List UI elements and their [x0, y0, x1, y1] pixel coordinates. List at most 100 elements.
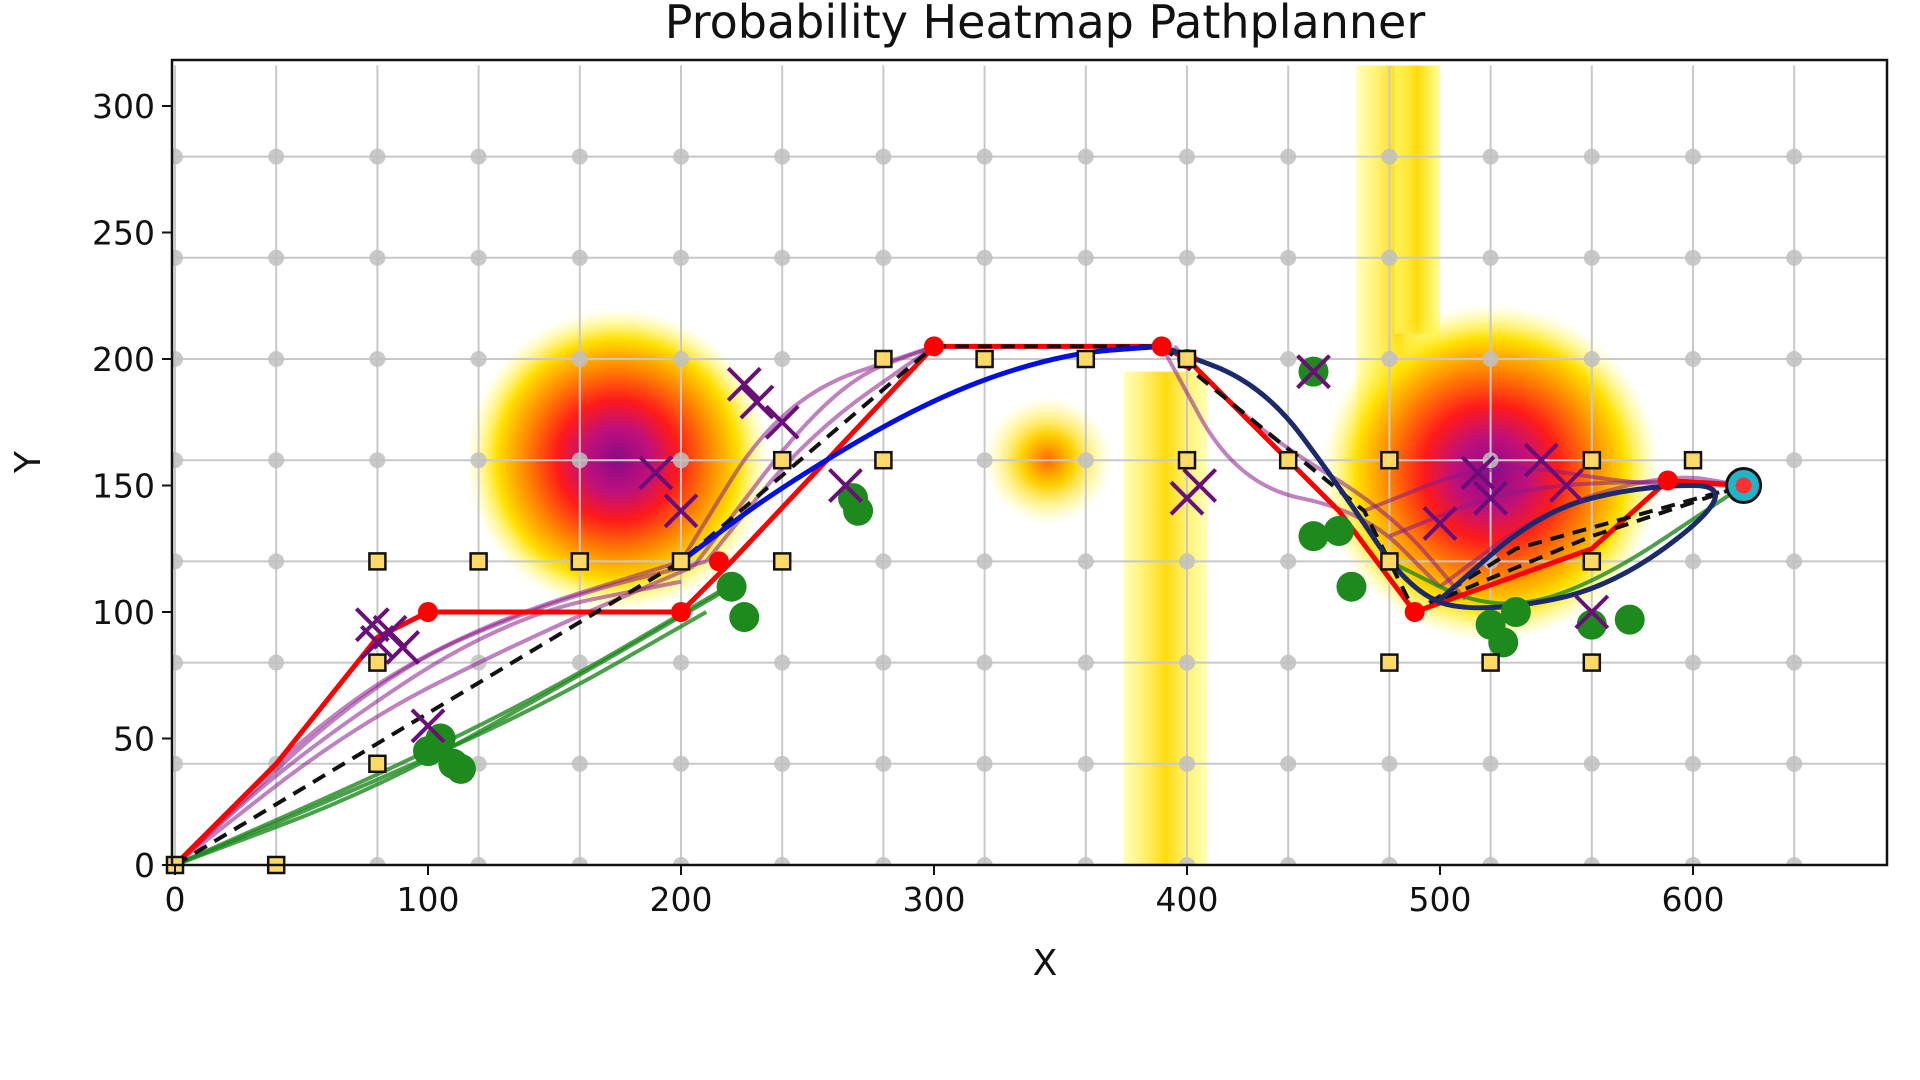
x-tick-labels: 0 100 200 300 400 500 600 [165, 865, 1725, 919]
grid-node [1280, 148, 1297, 165]
grid-node [268, 452, 285, 469]
waypoint-marker [874, 349, 893, 369]
y-tick-label: 150 [92, 467, 155, 506]
waypoint-marker [1177, 450, 1197, 470]
purple-cross-marker [1182, 468, 1218, 503]
series-path-blue [679, 343, 1162, 564]
grid-node [369, 249, 386, 266]
red-node-marker [418, 602, 438, 622]
sample-path-purple [1159, 345, 1442, 589]
grid-node [1077, 654, 1094, 671]
grid-node [1179, 755, 1195, 772]
y-tick-label: 250 [92, 214, 155, 253]
x-tick-label: 200 [650, 880, 713, 919]
grid-node [1077, 553, 1094, 570]
purple-cross-marker [638, 455, 674, 491]
grid-node [1786, 452, 1803, 469]
grid-node [1887, 149, 1903, 165]
grid-node [673, 755, 689, 772]
green-blob-marker [1500, 597, 1531, 627]
waypoint-marker [772, 450, 792, 470]
grid-node [1583, 857, 1600, 865]
grid-node [774, 148, 791, 165]
grid-node [1280, 553, 1297, 570]
red-node-marker [671, 602, 691, 622]
grid-node [673, 452, 689, 469]
grid-node [1887, 756, 1903, 772]
grid-node [976, 654, 993, 671]
grid-node [172, 148, 183, 165]
grid-node [1685, 148, 1701, 165]
grid-node [875, 654, 892, 671]
green-blob-marker [729, 602, 760, 633]
grid-node [976, 452, 993, 469]
grid-node [369, 148, 386, 165]
waypoint-marker [671, 552, 691, 571]
x-tick-label: 600 [1662, 880, 1725, 919]
grid-node [1583, 351, 1600, 367]
grid-node [571, 755, 588, 772]
waypoint-marker [1683, 450, 1703, 470]
grid-node [1887, 857, 1903, 873]
grid-node [268, 249, 285, 266]
grid-node [470, 452, 487, 469]
grid-node [976, 553, 993, 570]
grid-node [172, 351, 183, 367]
waypoint-marker [1380, 552, 1399, 571]
grid-node [1887, 351, 1903, 367]
grid-node [1786, 148, 1803, 165]
purple-cross-marker [828, 468, 863, 503]
heat-band-2 [1394, 65, 1440, 334]
grid-node [1381, 857, 1398, 865]
grid-node [1887, 250, 1903, 266]
purple-cross-marker [354, 607, 390, 643]
waypoint-marker [1380, 450, 1399, 470]
purple-cross-marker [1460, 455, 1496, 491]
grid-node [571, 654, 588, 671]
grid-node [1887, 452, 1903, 468]
grid-node [976, 857, 993, 865]
purple-cross-marker [1549, 468, 1584, 503]
green-blob-marker [1323, 516, 1354, 547]
sample-path-purple [704, 344, 936, 563]
grid-node [1280, 857, 1297, 865]
red-node-marker [924, 336, 944, 357]
grid-node [1887, 655, 1903, 671]
grid-node [1381, 351, 1398, 367]
grid-node [673, 249, 689, 266]
red-node-marker [1657, 470, 1678, 491]
sample-path-purple [692, 344, 935, 568]
waypoint-marker [1076, 349, 1096, 369]
grid-node [673, 857, 689, 865]
grid-node [571, 148, 588, 165]
grid-node [875, 553, 892, 570]
red-node-marker [1404, 602, 1425, 622]
grid-node [976, 148, 993, 165]
waypoint-marker [368, 754, 387, 774]
grid-node [1179, 148, 1195, 165]
purple-cross-marker [1422, 506, 1458, 541]
y-tick-label: 50 [113, 720, 155, 759]
grid-node [673, 351, 689, 367]
waypoint-marker [368, 552, 387, 571]
grid-node [774, 351, 791, 367]
grid-node [1482, 148, 1499, 165]
waypoint-marker [1582, 653, 1602, 672]
purple-cross-marker [1296, 354, 1331, 390]
grid-node [1786, 351, 1803, 367]
waypoint-marker [1380, 653, 1399, 672]
sample-path-purple [173, 564, 695, 865]
y-tick-label: 200 [92, 340, 155, 379]
grid-node [1482, 351, 1499, 367]
grid-node [774, 857, 791, 865]
grid-node [774, 755, 791, 772]
grid-node [1786, 553, 1803, 570]
purple-cross-marker [764, 404, 800, 440]
grid-node [875, 249, 892, 266]
green-blob-marker [1298, 521, 1329, 552]
waypoint-marker [772, 552, 792, 571]
grid-node [1381, 755, 1398, 772]
grid-node [571, 351, 588, 367]
waypoint-marker [570, 552, 590, 571]
grid-node [1280, 249, 1297, 266]
